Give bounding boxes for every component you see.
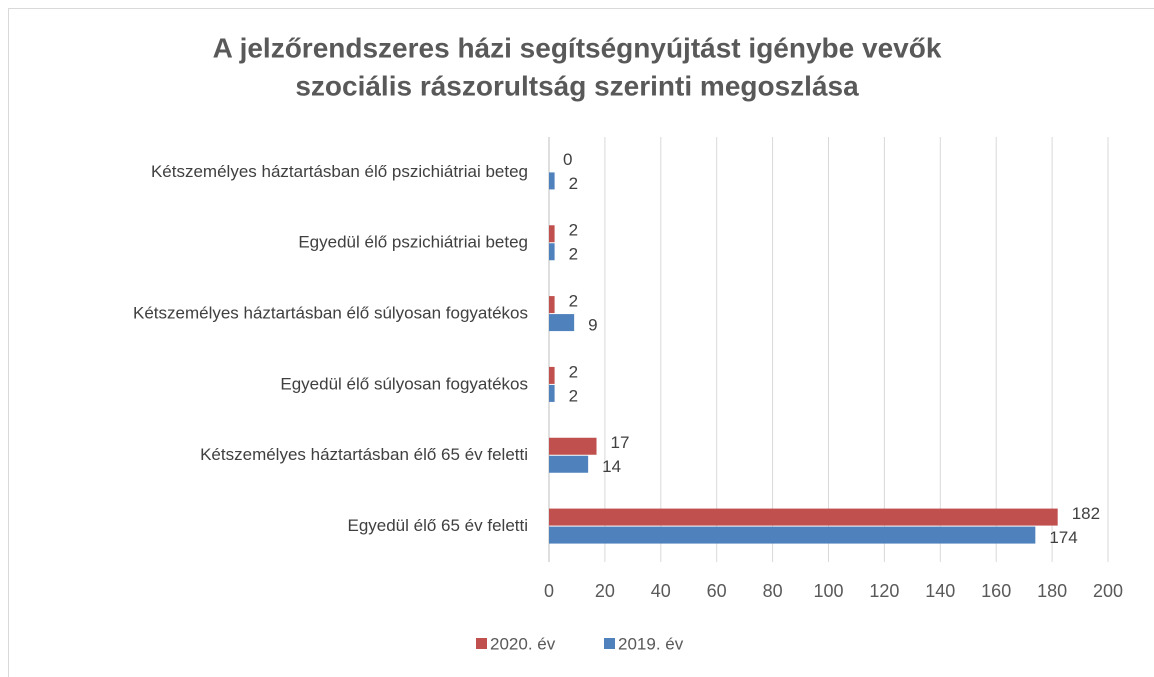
x-tick-label: 20 xyxy=(595,581,615,601)
y-tick-label: Egyedül élő súlyosan fogyatékos xyxy=(280,374,528,393)
bar xyxy=(549,243,555,261)
bar xyxy=(549,526,1036,544)
bar xyxy=(549,508,1058,526)
chart-title: szociális rászorultság szerinti megoszlá… xyxy=(295,70,859,101)
y-tick-label: Egyedül élő pszichiátriai beteg xyxy=(298,233,528,252)
value-label: 9 xyxy=(588,316,597,335)
legend-swatch xyxy=(476,638,487,649)
value-label: 14 xyxy=(602,457,621,476)
x-tick-label: 100 xyxy=(813,581,843,601)
value-label: 174 xyxy=(1049,528,1077,547)
value-label: 2 xyxy=(569,362,578,381)
value-label: 2 xyxy=(569,386,578,405)
x-tick-label: 120 xyxy=(869,581,899,601)
value-label: 182 xyxy=(1072,504,1100,523)
x-tick-label: 0 xyxy=(544,581,554,601)
value-label: 2 xyxy=(569,221,578,240)
y-tick-label: Kétszemélyes háztartásban élő súlyosan f… xyxy=(133,304,528,323)
x-tick-label: 200 xyxy=(1093,581,1123,601)
x-tick-label: 140 xyxy=(925,581,955,601)
x-tick-label: 60 xyxy=(707,581,727,601)
bar xyxy=(549,314,575,332)
y-tick-label: Kétszemélyes háztartásban élő pszichiátr… xyxy=(151,162,528,181)
legend-label: 2019. év xyxy=(618,634,684,653)
legend-swatch xyxy=(604,638,615,649)
bar xyxy=(549,366,555,384)
value-label: 2 xyxy=(569,245,578,264)
x-tick-label: 40 xyxy=(651,581,671,601)
y-tick-label: Egyedül élő 65 év feletti xyxy=(347,516,528,535)
bar xyxy=(549,455,589,473)
chart-border xyxy=(8,8,1154,677)
value-label: 2 xyxy=(569,174,578,193)
chart-title: A jelzőrendszeres házi segítségnyújtást … xyxy=(213,32,942,63)
x-tick-label: 80 xyxy=(763,581,783,601)
x-tick-label: 160 xyxy=(981,581,1011,601)
x-tick-label: 180 xyxy=(1037,581,1067,601)
bar xyxy=(549,437,597,455)
bar xyxy=(549,225,555,243)
bar xyxy=(549,384,555,402)
legend-label: 2020. év xyxy=(490,634,556,653)
value-label: 17 xyxy=(611,433,630,452)
value-label: 2 xyxy=(569,292,578,311)
bar xyxy=(549,172,555,190)
y-tick-label: Kétszemélyes háztartásban élő 65 év fele… xyxy=(200,445,528,464)
value-label: 0 xyxy=(563,150,572,169)
bar xyxy=(549,296,555,314)
